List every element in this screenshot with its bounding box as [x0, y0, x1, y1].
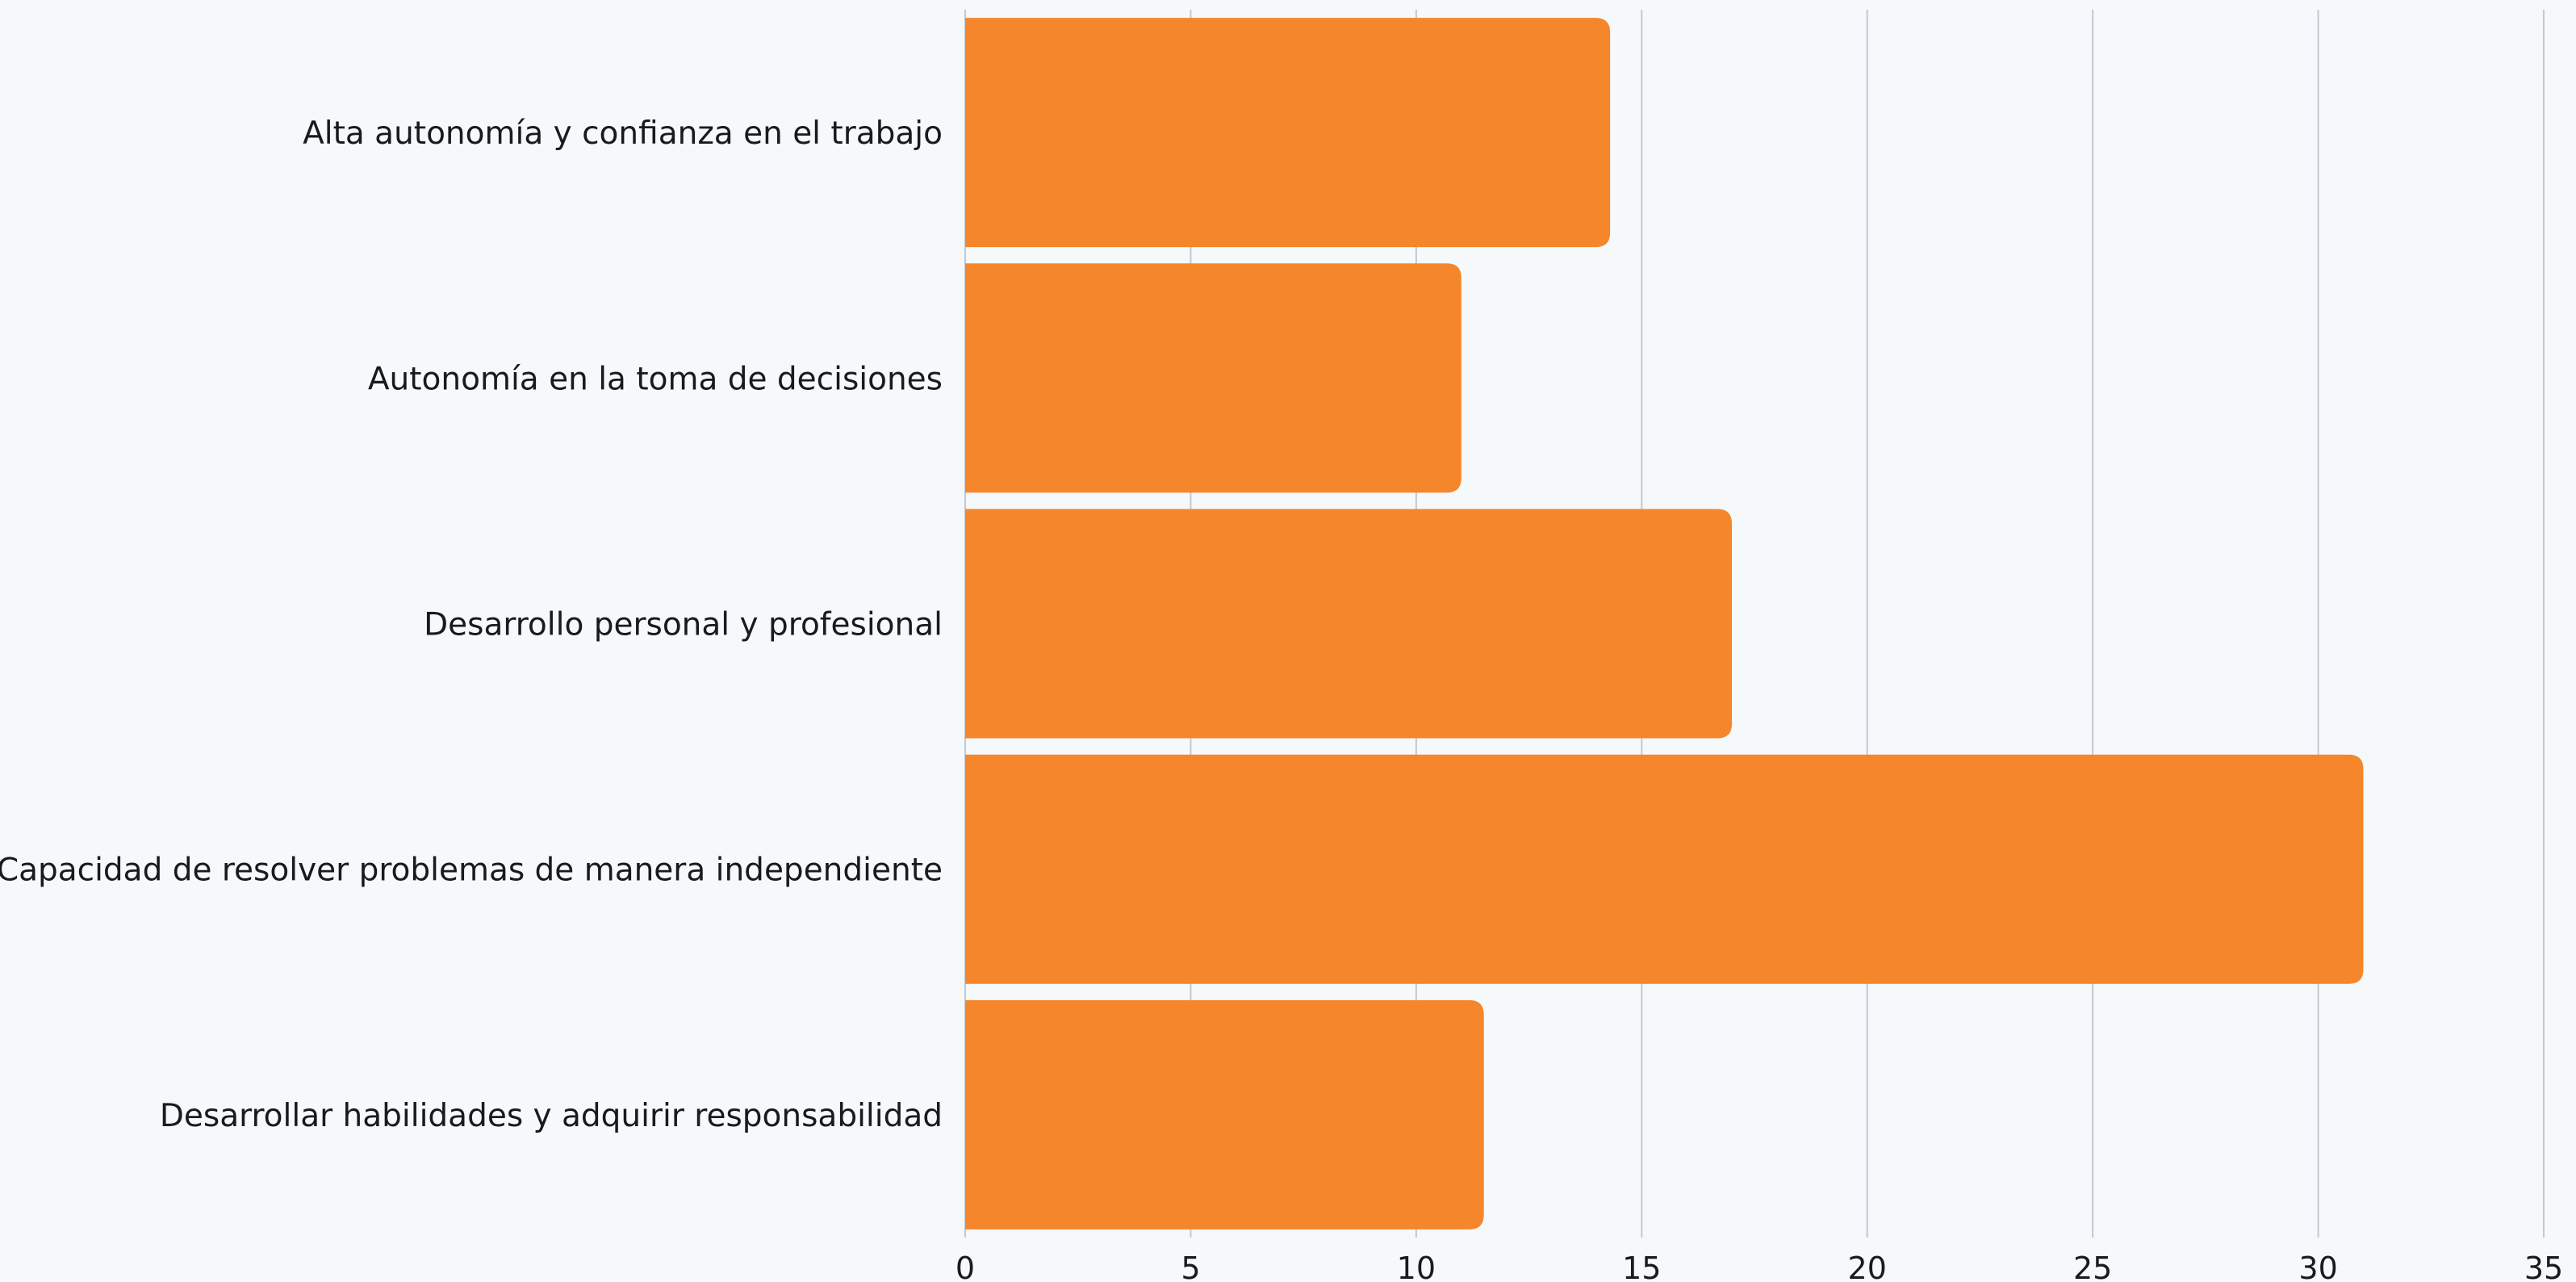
bar — [965, 18, 1611, 248]
x-tick-label: 25 — [2073, 1251, 2112, 1282]
x-tick-label: 5 — [1181, 1251, 1200, 1282]
bar — [965, 263, 1462, 493]
x-tick-label: 15 — [1622, 1251, 1661, 1282]
bar — [965, 999, 1484, 1230]
x-tick-label: 10 — [1397, 1251, 1436, 1282]
category-label: Autonomía en la toma de decisiones — [368, 361, 943, 397]
x-tick-label: 20 — [1848, 1251, 1887, 1282]
category-label: Desarrollar habilidades y adquirir respo… — [160, 1098, 943, 1134]
x-tick-label: 30 — [2298, 1251, 2337, 1282]
bar — [965, 509, 1733, 739]
category-label: Alta autonomía y confianza en el trabajo — [303, 115, 943, 152]
x-tick-label: 0 — [956, 1251, 975, 1282]
category-labels: Alta autonomía y confianza en el trabajo… — [0, 115, 943, 1134]
bars — [965, 18, 2364, 1230]
x-axis-tick-labels: 0 5 10 15 20 25 30 35 — [956, 1251, 2563, 1282]
x-tick-label: 35 — [2524, 1251, 2563, 1282]
category-label: Capacidad de resolver problemas de maner… — [0, 853, 943, 889]
bar — [965, 754, 2364, 984]
category-label: Desarrollo personal y profesional — [424, 607, 943, 643]
